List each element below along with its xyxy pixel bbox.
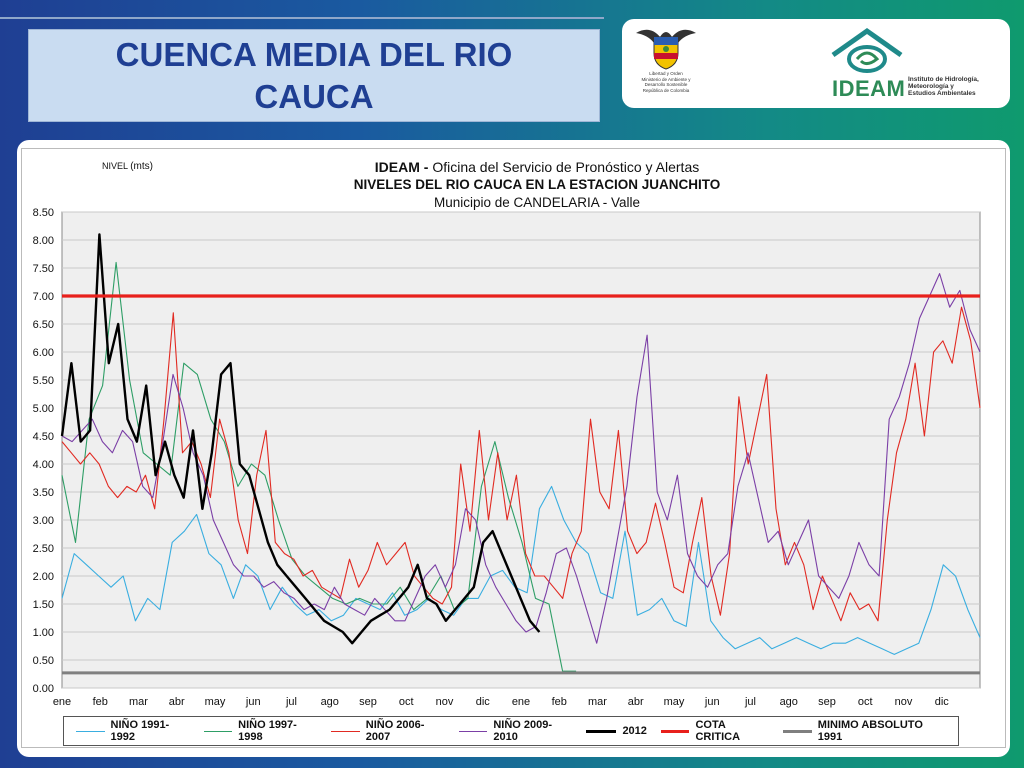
chart-title: IDEAM - Oficina del Servicio de Pronósti… (222, 159, 852, 175)
slide-title: CUENCA MEDIA DEL RIO CAUCA (115, 35, 513, 115)
ideam-subtitle: Instituto de Hidrología, Meteorología y … (908, 76, 979, 97)
x-tick-label: abr (169, 696, 185, 708)
legend-swatch (783, 729, 812, 733)
x-tick-label: oct (399, 696, 414, 708)
x-tick-label: sep (359, 696, 377, 708)
y-tick-label: 1.00 (33, 627, 54, 639)
legend-swatch (76, 730, 105, 732)
x-tick-label: may (205, 696, 226, 708)
chart-subtitle: NIVELES DEL RIO CAUCA EN LA ESTACION JUA… (353, 177, 721, 192)
chart-title-bold: IDEAM - (374, 159, 429, 175)
y-tick-label: 1.50 (33, 599, 54, 611)
line-chart: 0.00 0.50 1.00 1.50 2.00 2.50 3.00 3.50 4.00 4.50… (33, 207, 981, 708)
x-tick-label: ene (512, 696, 530, 708)
ideam-name: IDEAM (832, 76, 906, 101)
x-tick-label: sep (818, 696, 836, 708)
ideam-logo-icon (831, 27, 903, 73)
legend-label: COTA CRITICA (695, 719, 741, 743)
x-tick-label: jul (744, 696, 756, 708)
legend-item: COTA CRITICA (660, 719, 769, 743)
legend-item: 2012 (586, 725, 647, 737)
legend-label: NIÑO 1997-1998 (238, 719, 297, 743)
x-tick-label: may (664, 696, 685, 708)
legend-label: MINIMO ABSOLUTO 1991 (817, 719, 923, 743)
y-tick-label: 5.00 (33, 403, 54, 415)
x-tick-label: mar (588, 696, 607, 708)
series-line (60, 233, 541, 645)
x-tick-label: dic (935, 696, 950, 708)
ministry-caption: Libertad y Orden Ministerio de Ambiente … (641, 71, 691, 93)
legend-swatch (586, 729, 617, 733)
legend-label: NIÑO 1991-1992 (110, 719, 170, 743)
colombia-coat-of-arms-icon (636, 29, 696, 70)
legend-item: NIÑO 1997-1998 (203, 719, 318, 743)
y-tick-label: 0.50 (33, 655, 54, 667)
y-tick-label: 2.00 (33, 571, 54, 583)
y-tick-label: 7.00 (33, 291, 54, 303)
legend-item: NIÑO 2009-2010 (458, 719, 573, 743)
y-axis-label: NIVEL (mts) (102, 161, 153, 172)
legend-item: NIÑO 2006-2007 (331, 719, 445, 743)
legend-swatch (660, 729, 690, 733)
y-tick-label: 5.50 (33, 375, 54, 387)
series-line (61, 485, 981, 655)
y-tick-label: 3.50 (33, 487, 54, 499)
x-tick-label: dic (476, 696, 491, 708)
x-tick-label: nov (436, 696, 454, 708)
top-divider-line (0, 17, 604, 19)
logos-panel: Libertad y Orden Ministerio de Ambiente … (622, 19, 1010, 108)
x-tick-label: nov (895, 696, 913, 708)
legend-swatch (203, 730, 233, 732)
y-tick-label: 0.00 (33, 683, 54, 695)
y-tick-label: 2.50 (33, 543, 54, 555)
title-banner: CUENCA MEDIA DEL RIO CAUCA (28, 29, 600, 122)
chart-frame: NIVEL (mts) IDEAM - Oficina del Servicio… (17, 140, 1010, 757)
x-tick-label: ago (321, 696, 339, 708)
x-tick-label: jun (245, 696, 261, 708)
legend-item: MINIMO ABSOLUTO 1991 (783, 719, 944, 743)
series-line (61, 273, 981, 644)
legend-item: NIÑO 1991-1992 (76, 719, 190, 743)
x-tick-label: abr (628, 696, 644, 708)
y-tick-label: 7.50 (33, 263, 54, 275)
x-tick-label: feb (552, 696, 567, 708)
x-tick-label: jun (704, 696, 720, 708)
series-line (61, 261, 577, 672)
x-tick-label: jul (285, 696, 297, 708)
y-tick-label: 4.50 (33, 431, 54, 443)
legend-label: NIÑO 2006-2007 (365, 719, 425, 743)
y-tick-label: 8.00 (33, 235, 54, 247)
legend-label: NIÑO 2009-2010 (493, 719, 553, 743)
legend-swatch (458, 730, 488, 732)
x-tick-label: mar (129, 696, 148, 708)
y-axis-label-main: NIVEL (102, 161, 128, 171)
y-axis-label-unit: (mts) (130, 161, 153, 172)
x-tick-label: ago (780, 696, 798, 708)
y-tick-label: 4.00 (33, 459, 54, 471)
x-tick-label: ene (53, 696, 71, 708)
legend-swatch (331, 730, 360, 732)
y-tick-label: 6.00 (33, 347, 54, 359)
y-tick-label: 3.00 (33, 515, 54, 527)
chart-area: NIVEL (mts) IDEAM - Oficina del Servicio… (21, 148, 1006, 748)
x-tick-label: oct (858, 696, 873, 708)
x-tick-label: feb (93, 696, 108, 708)
chart-subtitle-2: Municipio de CANDELARIA - Valle (433, 195, 641, 210)
chart-title-rest: Oficina del Servicio de Pronóstico y Ale… (428, 159, 700, 175)
y-tick-label: 6.50 (33, 319, 54, 331)
legend-label: 2012 (622, 725, 647, 737)
series-line (61, 306, 981, 622)
y-tick-label: 8.50 (33, 207, 54, 219)
chart-legend: NIÑO 1991-1992 NIÑO 1997-1998 NIÑO 2006-20… (63, 716, 959, 746)
